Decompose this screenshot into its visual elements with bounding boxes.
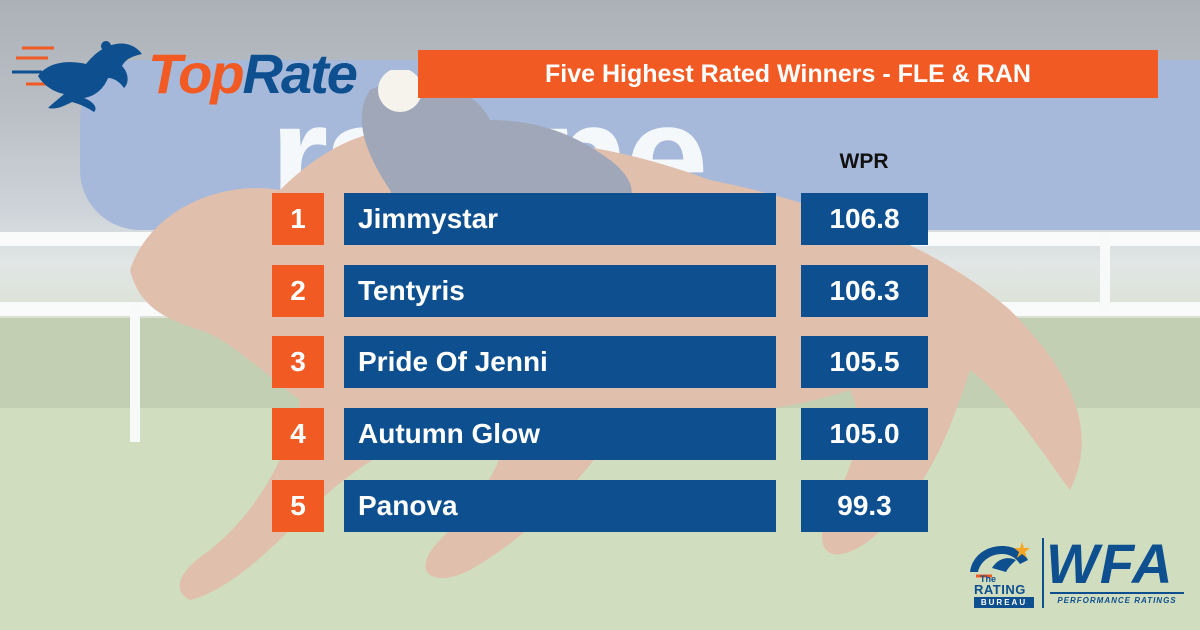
rating-bureau-rating: RATING xyxy=(974,582,1026,597)
wpr-column-header: WPR xyxy=(839,150,889,173)
racehorse-icon xyxy=(12,41,142,112)
title-banner: Five Highest Rated Winners - FLE & RAN xyxy=(418,50,1158,98)
wfa-subtitle: PERFORMANCE RATINGS xyxy=(1050,592,1184,605)
rating-bureau-logo-icon xyxy=(970,542,1030,578)
wpr-value: 105.5 xyxy=(801,336,928,388)
wpr-value: 99.3 xyxy=(801,480,928,532)
horse-name: Autumn Glow xyxy=(344,408,776,460)
ranking-row: 5 Panova 99.3 xyxy=(0,480,1200,532)
rank-badge: 1 xyxy=(272,193,324,245)
toprate-logo: TopRate xyxy=(8,36,388,116)
wpr-value: 106.8 xyxy=(801,193,928,245)
logo-divider xyxy=(1042,538,1044,608)
horse-name: Pride Of Jenni xyxy=(344,336,776,388)
ranking-row: 3 Pride Of Jenni 105.5 xyxy=(0,336,1200,388)
rank-badge: 3 xyxy=(272,336,324,388)
logo-word-rate: Rate xyxy=(242,42,358,105)
horse-name: Tentyris xyxy=(344,265,776,317)
rating-bureau-bureau: BUREAU xyxy=(974,597,1034,608)
horse-name: Panova xyxy=(344,480,776,532)
logo-wordmark: TopRate xyxy=(148,42,358,106)
rank-badge: 5 xyxy=(272,480,324,532)
wfa-logo: WFA xyxy=(1046,532,1174,595)
ranking-row: 4 Autumn Glow 105.0 xyxy=(0,408,1200,460)
rating-bureau-the: The xyxy=(980,574,997,584)
horse-name: Jimmystar xyxy=(344,193,776,245)
wpr-value: 105.0 xyxy=(801,408,928,460)
rank-badge: 4 xyxy=(272,408,324,460)
logo-word-top: Top xyxy=(148,42,245,105)
ranking-row: 1 Jimmystar 106.8 xyxy=(0,193,1200,245)
wpr-value: 106.3 xyxy=(801,265,928,317)
rank-badge: 2 xyxy=(272,265,324,317)
ranking-row: 2 Tentyris 106.3 xyxy=(0,265,1200,317)
